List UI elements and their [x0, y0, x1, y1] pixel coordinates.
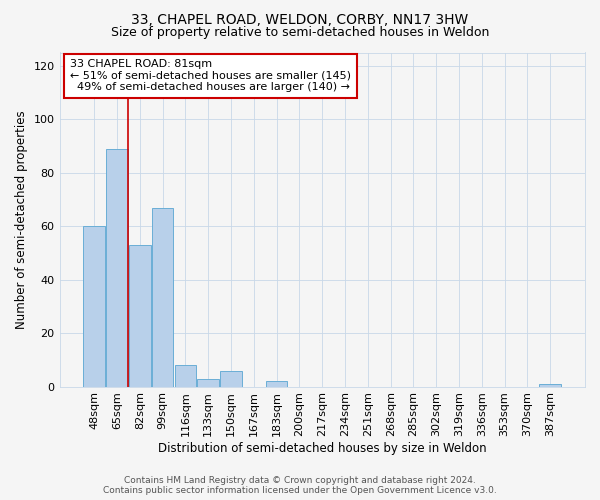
Bar: [106, 148, 128, 386]
Text: Size of property relative to semi-detached houses in Weldon: Size of property relative to semi-detach…: [111, 26, 489, 39]
Bar: [83, 226, 105, 386]
Text: Contains HM Land Registry data © Crown copyright and database right 2024.
Contai: Contains HM Land Registry data © Crown c…: [103, 476, 497, 495]
Bar: [197, 378, 219, 386]
X-axis label: Distribution of semi-detached houses by size in Weldon: Distribution of semi-detached houses by …: [158, 442, 487, 455]
Text: 33 CHAPEL ROAD: 81sqm
← 51% of semi-detached houses are smaller (145)
  49% of s: 33 CHAPEL ROAD: 81sqm ← 51% of semi-deta…: [70, 59, 351, 92]
Bar: [175, 365, 196, 386]
Bar: [129, 245, 151, 386]
Bar: [539, 384, 561, 386]
Text: 33, CHAPEL ROAD, WELDON, CORBY, NN17 3HW: 33, CHAPEL ROAD, WELDON, CORBY, NN17 3HW: [131, 12, 469, 26]
Bar: [152, 208, 173, 386]
Bar: [266, 381, 287, 386]
Y-axis label: Number of semi-detached properties: Number of semi-detached properties: [15, 110, 28, 329]
Bar: [220, 370, 242, 386]
